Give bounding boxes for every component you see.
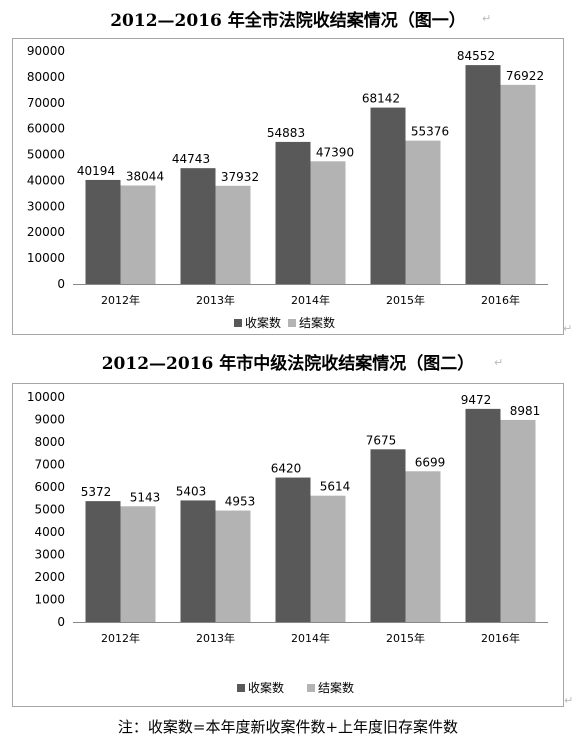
chart1-x-tick-label: 2012年 bbox=[101, 293, 140, 307]
chart1-data-label: 38044 bbox=[126, 170, 164, 184]
chart2-x-tick-label: 2015年 bbox=[386, 631, 425, 645]
chart1-closed-bar bbox=[310, 161, 346, 284]
chart2-y-tick-label: 4000 bbox=[34, 525, 65, 539]
chart1-legend-swatch bbox=[288, 319, 296, 327]
chart2-x-tick-label: 2012年 bbox=[101, 631, 140, 645]
chart2-container: 0 1000 2000 3000 4000 5000 6000 7000 8000 9000 100… bbox=[12, 383, 564, 707]
chart1-closed-bar bbox=[120, 185, 156, 284]
chart1-data-label: 40194 bbox=[77, 164, 115, 178]
chart2-legend-label: 结案数 bbox=[318, 680, 354, 695]
chart2-data-label: 4953 bbox=[225, 495, 256, 509]
chart1-data-label: 47390 bbox=[316, 145, 354, 159]
chart2-legend-label: 收案数 bbox=[248, 680, 284, 695]
chart2-closed-bar bbox=[405, 471, 441, 622]
chart1-y-tick-label: 60000 bbox=[27, 122, 65, 136]
chart1-received-bar bbox=[275, 141, 311, 284]
chart2-received-bar bbox=[85, 501, 121, 622]
chart1-data-label: 76922 bbox=[506, 69, 544, 83]
chart2-legend-swatch bbox=[237, 684, 245, 692]
chart2-x-tick-label: 2016年 bbox=[481, 631, 520, 645]
chart1-closed-bar bbox=[500, 84, 536, 285]
chart1-received-bar bbox=[180, 168, 216, 284]
chart2-y-tick-label: 8000 bbox=[34, 435, 65, 449]
footnote: 注：收案数=本年度新收案件数+上年度旧存案件数 bbox=[117, 718, 459, 736]
chart2-y-tick-label: 2000 bbox=[34, 570, 65, 584]
chart2-title: 2012—2016 年市中级法院收结案情况（图二） bbox=[101, 354, 475, 374]
chart2-closed-bar bbox=[120, 506, 156, 622]
chart1-y-tick-label: 20000 bbox=[27, 225, 65, 239]
chart1-data-label: 44743 bbox=[172, 152, 210, 166]
chart1-legend-swatch bbox=[234, 319, 242, 327]
chart2-data-label: 5403 bbox=[176, 484, 207, 498]
chart2-closed-bar bbox=[310, 495, 346, 622]
chart1-data-label: 84552 bbox=[457, 49, 495, 63]
chart2-svg: 0 1000 2000 3000 4000 5000 6000 7000 8000 9000 100… bbox=[27, 390, 548, 695]
chart1-received-bar bbox=[465, 65, 501, 284]
chart2-y-tick-label: 3000 bbox=[34, 548, 65, 562]
chart2-data-label: 5372 bbox=[81, 485, 112, 499]
chart2-y-tick-label: 6000 bbox=[34, 480, 65, 494]
chart1-title: 2012—2016 年全市法院收结案情况（图一） bbox=[110, 11, 466, 31]
chart2-y-tick-label: 0 bbox=[57, 615, 65, 629]
paragraph-mark-icon: ↵ bbox=[482, 12, 492, 25]
chart2-y-tick-label: 7000 bbox=[34, 458, 65, 472]
chart1-x-tick-label: 2013年 bbox=[196, 293, 235, 307]
chart2-data-label: 8981 bbox=[510, 404, 541, 418]
chart2-received-bar bbox=[370, 449, 406, 622]
chart1-data-label: 68142 bbox=[362, 92, 400, 106]
paragraph-mark-icon: ↵ bbox=[563, 322, 573, 335]
paragraph-mark-icon: ↵ bbox=[564, 694, 574, 707]
chart2-received-bar bbox=[465, 408, 501, 622]
chart1-y-tick-label: 50000 bbox=[27, 148, 65, 162]
chart1-received-bar bbox=[370, 107, 406, 284]
chart2-y-tick-label: 5000 bbox=[34, 503, 65, 517]
chart1-closed-bar bbox=[405, 140, 441, 284]
chart1-svg: 0 10000 20000 30000 40000 50000 60000 70000 8000… bbox=[27, 44, 548, 330]
chart2-x-tick-label: 2014年 bbox=[291, 631, 330, 645]
chart1-container: 0 10000 20000 30000 40000 50000 60000 70000 8000… bbox=[12, 38, 564, 335]
chart1-data-label: 37932 bbox=[221, 170, 259, 184]
chart2-received-bar bbox=[180, 500, 216, 622]
chart2-legend-swatch bbox=[307, 684, 315, 692]
chart1-x-tick-label: 2015年 bbox=[386, 293, 425, 307]
chart1-y-tick-label: 70000 bbox=[27, 96, 65, 110]
chart2-x-tick-label: 2013年 bbox=[196, 631, 235, 645]
chart2-data-label: 5143 bbox=[130, 490, 161, 504]
chart2-data-label: 9472 bbox=[461, 393, 492, 407]
chart1-y-tick-label: 90000 bbox=[27, 44, 65, 58]
chart1-x-tick-label: 2016年 bbox=[481, 293, 520, 307]
chart2-y-tick-label: 1000 bbox=[34, 593, 65, 607]
chart1-data-label: 55376 bbox=[411, 125, 449, 139]
paragraph-mark-icon: ↵ bbox=[494, 356, 504, 369]
chart1-y-tick-label: 30000 bbox=[27, 199, 65, 213]
chart2-closed-bar bbox=[215, 510, 251, 622]
chart1-data-label: 54883 bbox=[267, 126, 305, 140]
chart1-x-tick-label: 2014年 bbox=[291, 293, 330, 307]
chart1-closed-bar bbox=[215, 185, 251, 284]
chart2-data-label: 7675 bbox=[366, 433, 397, 447]
chart2-data-label: 5614 bbox=[320, 480, 351, 494]
chart2-data-label: 6420 bbox=[271, 462, 302, 476]
chart2-received-bar bbox=[275, 477, 311, 622]
chart2-closed-bar bbox=[500, 419, 536, 622]
chart1-legend-label: 收案数 bbox=[245, 315, 281, 330]
chart1-legend-label: 结案数 bbox=[299, 315, 335, 330]
chart1-received-bar bbox=[85, 179, 121, 284]
chart1-y-tick-label: 80000 bbox=[27, 70, 65, 84]
chart1-y-tick-label: 10000 bbox=[27, 251, 65, 265]
chart2-y-tick-label: 9000 bbox=[34, 413, 65, 427]
chart2-data-label: 6699 bbox=[415, 455, 446, 469]
chart1-y-tick-label: 0 bbox=[57, 277, 65, 291]
chart2-y-tick-label: 10000 bbox=[27, 390, 65, 404]
chart1-y-tick-label: 40000 bbox=[27, 173, 65, 187]
